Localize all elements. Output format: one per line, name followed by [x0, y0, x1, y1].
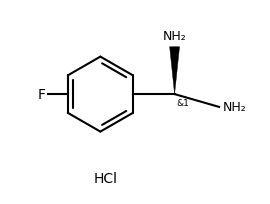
Text: NH₂: NH₂ [163, 30, 187, 43]
Polygon shape [170, 48, 180, 95]
Text: F: F [38, 88, 46, 102]
Text: HCl: HCl [93, 171, 117, 185]
Text: NH₂: NH₂ [223, 101, 247, 114]
Text: &1: &1 [177, 99, 190, 108]
